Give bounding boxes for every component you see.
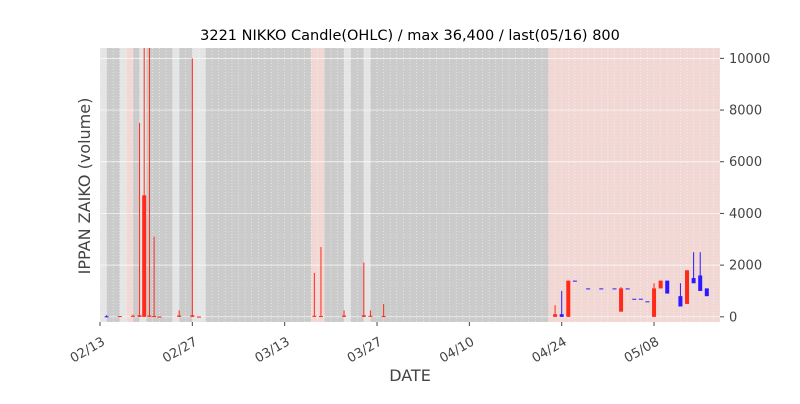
candle-body (361, 315, 366, 317)
candle-body (117, 316, 122, 318)
x-tick-label: 03/13 (253, 335, 293, 367)
candle-body (196, 316, 201, 318)
x-tick-label: 03/27 (345, 335, 385, 367)
candle-body (157, 316, 162, 318)
x-tick-label: 04/24 (530, 335, 570, 367)
candle-body (685, 270, 690, 304)
background-band (205, 48, 312, 322)
candle-body (177, 315, 182, 317)
y-axis-label: IPPAN ZAIKO (volume) (75, 98, 94, 275)
candle-body (704, 288, 709, 297)
candle-body (678, 296, 683, 307)
candle-body (625, 288, 630, 290)
background-band (311, 48, 325, 322)
candle-body (572, 280, 577, 282)
candle-body (147, 315, 152, 317)
candles (104, 48, 709, 318)
background-band (132, 48, 140, 322)
background-band (106, 48, 120, 322)
candle-body (638, 298, 643, 300)
candle-body (190, 315, 195, 317)
background-band (179, 48, 193, 322)
candle-body (342, 315, 347, 317)
candle-body (586, 288, 591, 290)
candle-body (318, 316, 323, 318)
candle-body (599, 288, 604, 290)
grid-lines (99, 48, 721, 322)
x-tick-label: 04/10 (437, 335, 477, 367)
candle-body (130, 315, 135, 317)
candle-body (142, 195, 147, 317)
background-band (126, 48, 133, 322)
background-band (324, 48, 345, 322)
chart-title: 3221 NIKKO Candle(OHLC) / max 36,400 / l… (200, 28, 620, 44)
candle-body (691, 278, 696, 284)
background-band (370, 48, 549, 322)
candle-body (652, 288, 657, 317)
x-axis: 02/13 02/27 03/13 03/27 04/10 04/24 05/08 (68, 322, 662, 366)
candle-body (368, 315, 373, 317)
y-tick-label: 2000 (729, 259, 762, 274)
candle-body (658, 280, 663, 289)
candle-body (312, 315, 317, 317)
candle-body (137, 315, 142, 317)
y-axis: 0 2000 4000 6000 8000 10000 (720, 52, 770, 325)
candle-body (104, 316, 109, 318)
x-tick-label: 02/13 (68, 335, 108, 367)
background-band (146, 48, 173, 322)
candle-body (553, 314, 558, 317)
y-tick-label: 6000 (729, 155, 762, 170)
y-tick-label: 10000 (729, 52, 770, 67)
y-tick-label: 8000 (729, 104, 762, 119)
candle-body (559, 314, 564, 317)
candle-body (645, 301, 650, 303)
candle-body (665, 280, 670, 294)
candle-body (632, 298, 637, 300)
y-tick-label: 4000 (729, 207, 762, 222)
x-axis-label: DATE (389, 366, 431, 385)
candle-body (698, 275, 703, 291)
candle-body (619, 288, 624, 312)
x-tick-label: 02/27 (160, 335, 200, 367)
background-band (350, 48, 364, 322)
x-tick-label: 05/08 (622, 335, 662, 367)
candle-body (381, 316, 386, 318)
y-tick-label: 0 (729, 310, 737, 325)
candle-body (152, 316, 157, 318)
candle-body (612, 288, 617, 290)
candle-body (566, 280, 571, 317)
